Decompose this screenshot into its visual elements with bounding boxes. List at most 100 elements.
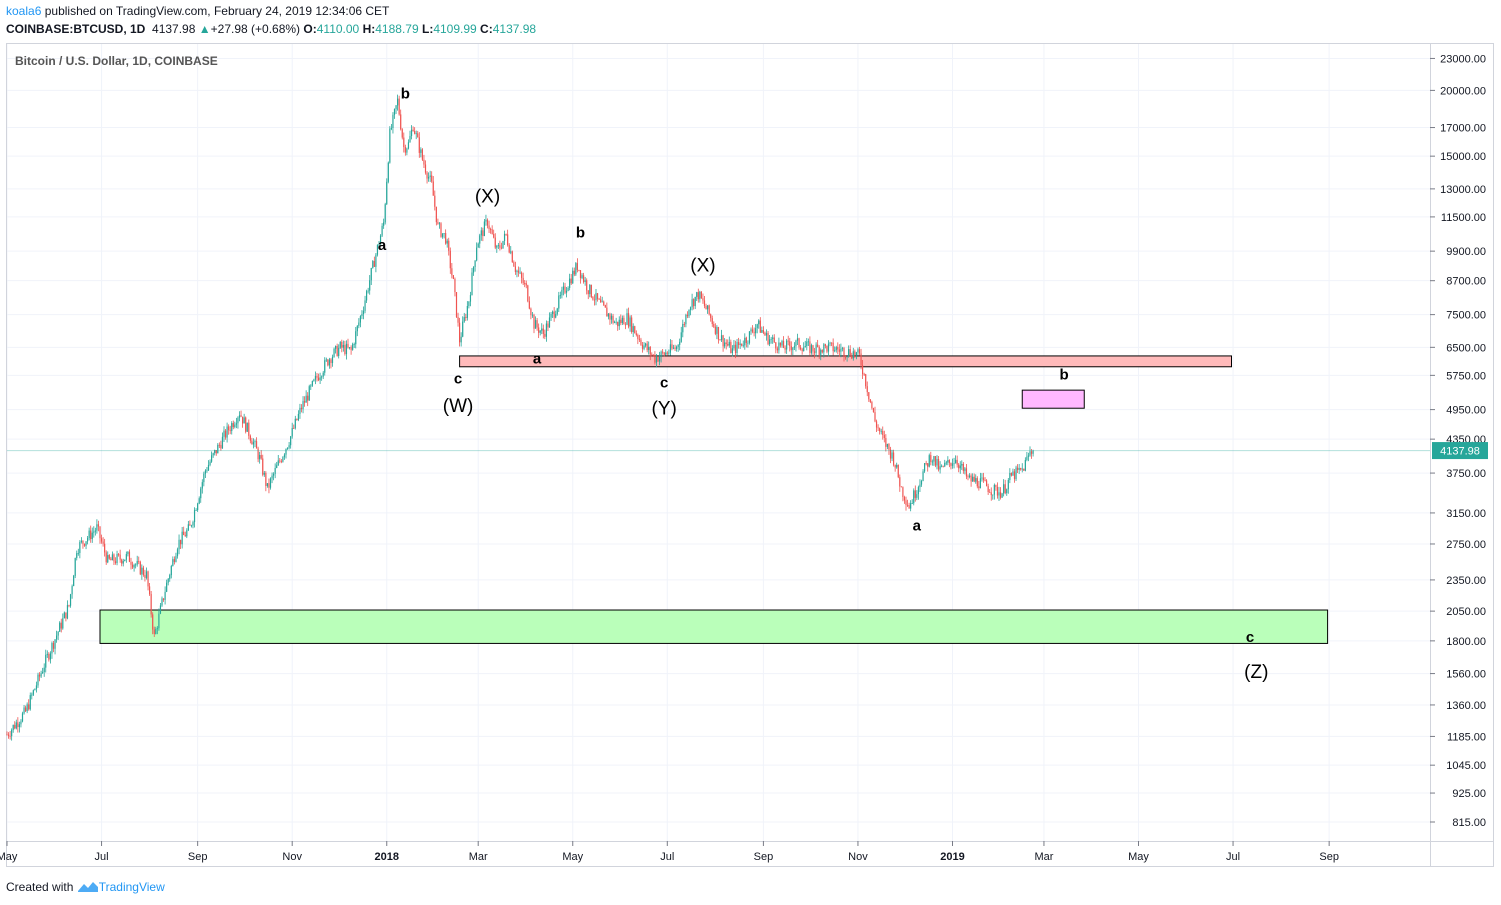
candle-body — [683, 323, 685, 325]
candle — [462, 316, 464, 338]
candle — [682, 319, 684, 338]
candle-body — [195, 510, 197, 511]
candle — [539, 330, 541, 336]
candle — [541, 323, 543, 335]
price-change: +27.98 (+0.68%) — [210, 22, 301, 36]
candle-body — [914, 490, 916, 498]
candle-body — [369, 280, 371, 291]
candle — [94, 527, 96, 536]
candle — [972, 473, 974, 482]
candle-body — [286, 447, 289, 449]
candle — [999, 487, 1002, 500]
candle-body — [276, 465, 278, 468]
candle — [426, 171, 428, 184]
candle-body — [852, 351, 854, 359]
candle-body — [448, 240, 450, 251]
wave-label: b — [576, 225, 585, 242]
candle — [906, 499, 909, 507]
candle — [195, 508, 197, 511]
candle-body — [671, 344, 673, 349]
price-tick-label: 2350.00 — [1446, 575, 1486, 587]
candle — [121, 558, 123, 567]
candle-body — [407, 142, 410, 149]
candle — [662, 348, 664, 355]
candle-body — [465, 317, 467, 318]
candle-body — [750, 329, 752, 332]
candle — [793, 342, 795, 351]
candle-body — [102, 541, 104, 544]
candle-body — [801, 349, 803, 352]
candle-body — [900, 486, 902, 488]
candle — [936, 455, 938, 470]
candle — [158, 608, 160, 631]
candle-body — [982, 477, 985, 481]
candle-body — [252, 442, 255, 445]
candle — [159, 603, 162, 615]
candle-body — [815, 344, 817, 353]
candle-body — [719, 339, 721, 341]
candle — [9, 731, 11, 740]
candle-body — [776, 348, 778, 351]
time-tick-label: Nov — [282, 851, 302, 863]
candle-body — [964, 468, 966, 471]
candle — [339, 341, 341, 349]
candle-body — [274, 467, 276, 474]
last-price: 4137.98 — [152, 22, 196, 36]
candle — [220, 440, 222, 451]
candle-body — [742, 345, 744, 347]
tradingview-link[interactable]: TradingView — [98, 880, 165, 894]
candle-body — [344, 344, 346, 355]
candle-body — [460, 336, 462, 343]
candle — [824, 343, 826, 349]
candle — [528, 296, 530, 310]
candle-body — [57, 631, 59, 636]
candle — [604, 304, 606, 308]
candle — [286, 447, 289, 450]
candle-body — [319, 377, 321, 381]
candle — [919, 479, 921, 492]
candle — [990, 487, 992, 501]
candle-body — [764, 332, 766, 336]
candle — [596, 292, 599, 302]
candle-body — [38, 674, 41, 677]
candle — [449, 247, 451, 274]
candle-body — [569, 278, 571, 288]
candle — [544, 329, 546, 340]
candle-body — [945, 462, 947, 464]
candle — [516, 269, 518, 278]
price-tick-label: 1560.00 — [1446, 669, 1486, 681]
candle — [73, 574, 75, 587]
candle-body — [440, 223, 442, 237]
candle-body — [257, 448, 259, 460]
candle — [879, 427, 881, 435]
candle — [559, 291, 561, 299]
candle — [29, 692, 31, 711]
wave-label: (X) — [475, 186, 500, 207]
candle-body — [243, 417, 245, 424]
symbol-label: COINBASE:BTCUSD, 1D — [6, 22, 146, 36]
candle-body — [596, 293, 599, 299]
candle-body — [156, 628, 158, 630]
candle-body — [545, 323, 547, 337]
candle-body — [375, 254, 377, 267]
author-link[interactable]: koala6 — [6, 4, 42, 18]
candle-body — [886, 443, 888, 447]
candle — [217, 443, 219, 454]
candle-body — [424, 164, 427, 173]
candle — [714, 323, 716, 336]
candle — [364, 295, 366, 314]
candle — [77, 548, 79, 556]
candle-body — [139, 561, 141, 575]
candle-body — [356, 325, 358, 332]
candle-body — [403, 137, 405, 148]
candle-body — [474, 260, 476, 267]
wave-label: (X) — [690, 256, 715, 277]
candle — [28, 699, 30, 711]
candle-body — [135, 564, 137, 566]
candle — [193, 507, 196, 528]
candle-body — [229, 430, 231, 432]
candle-body — [703, 300, 706, 306]
candle — [618, 316, 620, 330]
candle-body — [192, 522, 194, 526]
